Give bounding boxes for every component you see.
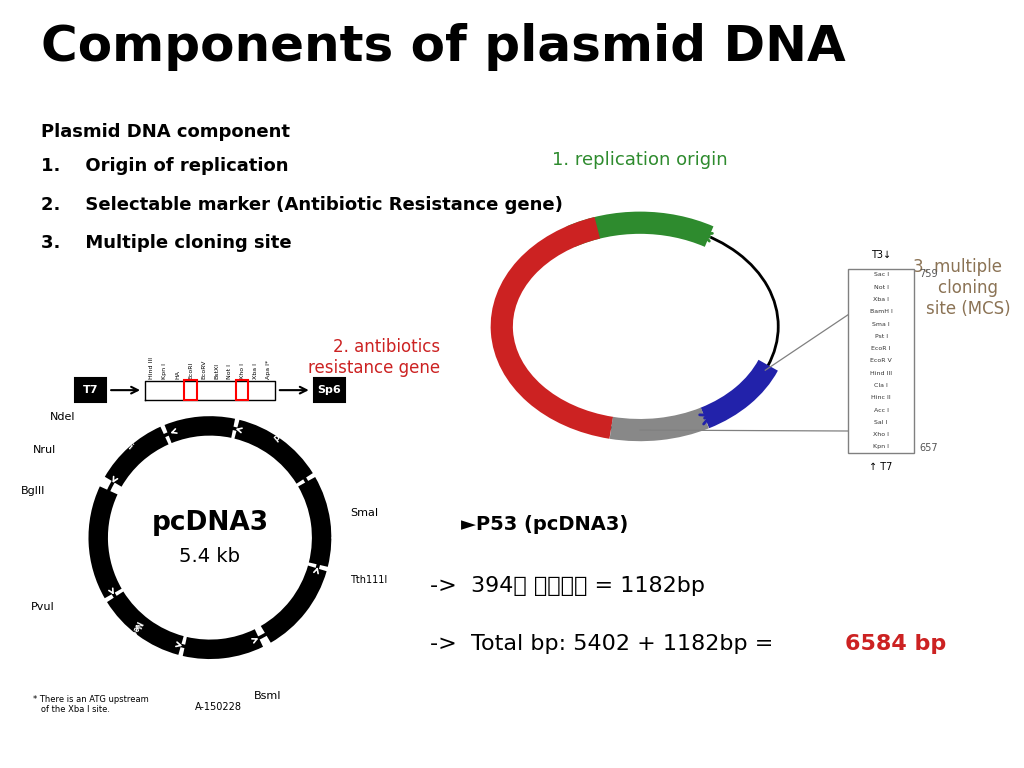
- Text: Tth111I: Tth111I: [350, 575, 387, 585]
- Text: Sal I: Sal I: [874, 420, 888, 425]
- Text: ->  394개 아미노산 = 1182bp: -> 394개 아미노산 = 1182bp: [430, 576, 706, 596]
- Text: EcoRV: EcoRV: [201, 359, 206, 379]
- Text: * There is an ATG upstream
   of the Xba I site.: * There is an ATG upstream of the Xba I …: [34, 695, 150, 714]
- Text: BglII: BglII: [22, 485, 46, 495]
- Text: EcoR V: EcoR V: [870, 359, 892, 363]
- Text: ColE1: ColE1: [301, 607, 325, 629]
- Text: 657: 657: [920, 443, 938, 453]
- Text: Not I: Not I: [873, 285, 889, 290]
- Text: SmaI: SmaI: [350, 508, 378, 518]
- Text: Hinc II: Hinc II: [871, 396, 891, 400]
- Text: Acc I: Acc I: [873, 408, 889, 412]
- Text: BamH I: BamH I: [869, 310, 893, 314]
- Text: 1.    Origin of replication: 1. Origin of replication: [41, 157, 289, 175]
- Text: Sma I: Sma I: [872, 322, 890, 326]
- Text: ->  Total bp: 5402 + 1182bp =: -> Total bp: 5402 + 1182bp =: [430, 634, 780, 654]
- FancyBboxPatch shape: [848, 269, 914, 453]
- Text: EcoRI: EcoRI: [188, 362, 193, 379]
- Text: Sp6: Sp6: [317, 385, 341, 396]
- Text: 2.    Selectable marker (Antibiotic Resistance gene): 2. Selectable marker (Antibiotic Resista…: [41, 196, 563, 214]
- Text: pcDNA3: pcDNA3: [152, 510, 268, 536]
- Text: T3↓: T3↓: [871, 250, 891, 260]
- Text: PvuI: PvuI: [31, 602, 54, 612]
- Text: 5.4 kb: 5.4 kb: [179, 547, 241, 566]
- Text: ►P53 (pcDNA3): ►P53 (pcDNA3): [461, 515, 628, 534]
- Text: Ndel: Ndel: [50, 412, 75, 422]
- FancyBboxPatch shape: [75, 378, 106, 402]
- Text: Not I: Not I: [227, 364, 231, 379]
- Text: Ampicillin: Ampicillin: [332, 498, 347, 541]
- Text: Hind III: Hind III: [150, 357, 154, 379]
- Text: SV40: SV40: [73, 533, 87, 556]
- Text: A-150228: A-150228: [196, 703, 243, 713]
- Text: Nrul: Nrul: [33, 445, 56, 455]
- Text: P CMV: P CMV: [273, 419, 300, 444]
- Text: Xba I: Xba I: [873, 297, 889, 302]
- Text: Kpn I: Kpn I: [873, 445, 889, 449]
- Text: Xho I: Xho I: [873, 432, 889, 437]
- Text: BGH pA: BGH pA: [181, 400, 215, 415]
- Text: EcoR I: EcoR I: [871, 346, 891, 351]
- Text: Components of plasmid DNA: Components of plasmid DNA: [41, 23, 846, 71]
- Text: Apa I*: Apa I*: [266, 360, 270, 379]
- Text: Neomycin: Neomycin: [117, 619, 142, 662]
- Text: ↑ T7: ↑ T7: [869, 462, 893, 472]
- Text: SV40: SV40: [212, 659, 236, 677]
- Text: Hind III: Hind III: [870, 371, 892, 376]
- Text: 1. replication origin: 1. replication origin: [552, 151, 728, 169]
- Text: BstXI: BstXI: [214, 362, 219, 379]
- Text: Pst I: Pst I: [874, 334, 888, 339]
- Text: 3.    Multiple cloning site: 3. Multiple cloning site: [41, 234, 292, 252]
- Text: Xho I: Xho I: [240, 363, 245, 379]
- Text: Cla I: Cla I: [874, 383, 888, 388]
- Text: 2. antibiotics
    resistance gene: 2. antibiotics resistance gene: [287, 338, 440, 376]
- Text: HA: HA: [175, 370, 180, 379]
- FancyBboxPatch shape: [313, 378, 345, 402]
- Text: 3. multiple
    cloning
    site (MCS): 3. multiple cloning site (MCS): [904, 258, 1011, 318]
- Text: 6584 bp: 6584 bp: [845, 634, 946, 654]
- Text: Sac I: Sac I: [873, 273, 889, 277]
- Text: f1 ori: f1 ori: [111, 429, 134, 452]
- Text: Kpn I: Kpn I: [162, 363, 167, 379]
- Text: 759: 759: [920, 269, 938, 279]
- Text: Xba I: Xba I: [253, 363, 258, 379]
- Text: BsmI: BsmI: [254, 691, 282, 701]
- Text: Plasmid DNA component: Plasmid DNA component: [41, 123, 290, 141]
- Text: T7: T7: [83, 385, 98, 396]
